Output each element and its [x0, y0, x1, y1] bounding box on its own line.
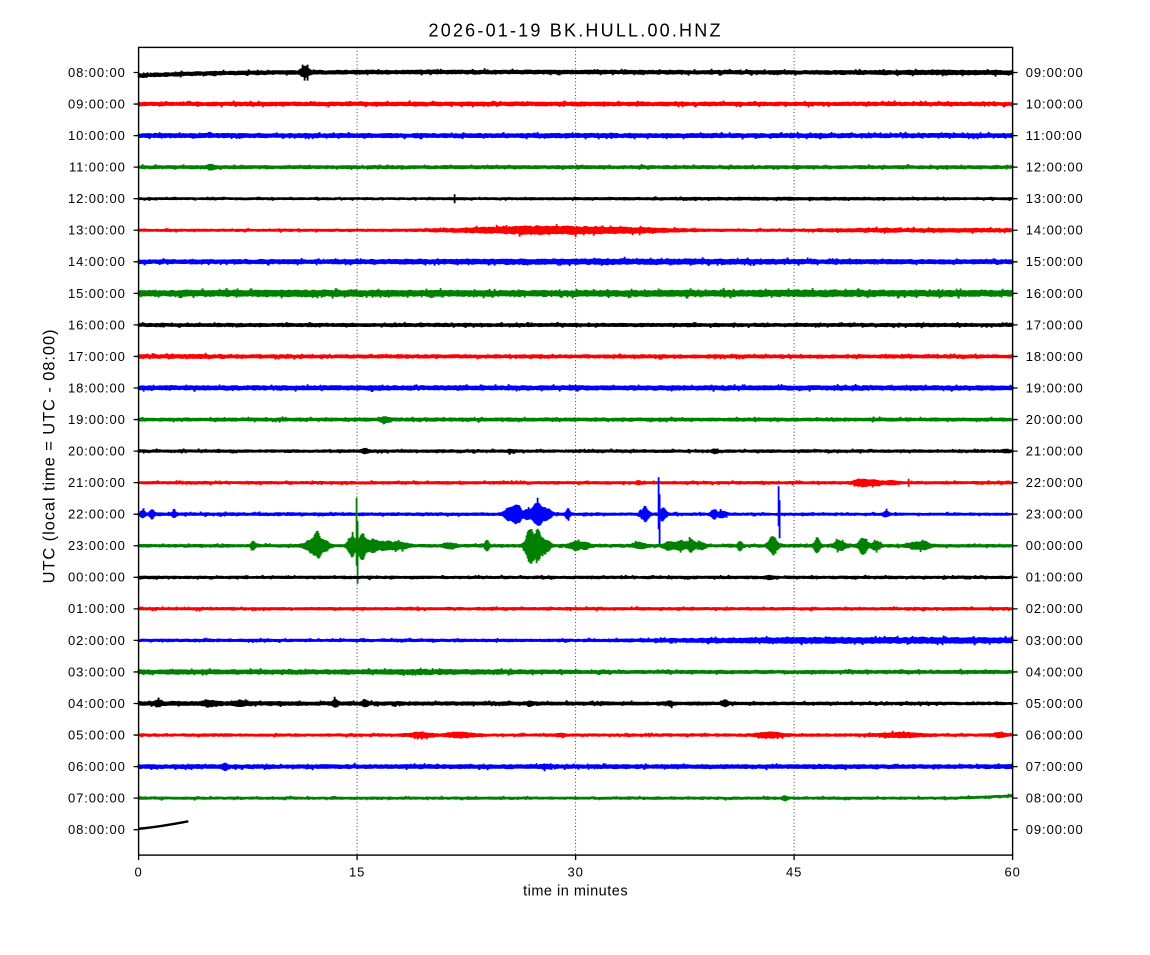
svg-text:00:00:00: 00:00:00 — [1026, 538, 1084, 553]
svg-text:13:00:00: 13:00:00 — [1026, 191, 1084, 206]
svg-text:15:00:00: 15:00:00 — [1026, 254, 1084, 269]
svg-text:UTC (local time = UTC - 08:00): UTC (local time = UTC - 08:00) — [41, 329, 59, 584]
svg-text:17:00:00: 17:00:00 — [1026, 317, 1084, 332]
svg-text:01:00:00: 01:00:00 — [1026, 570, 1084, 585]
svg-text:time in minutes: time in minutes — [523, 884, 628, 900]
svg-text:04:00:00: 04:00:00 — [1026, 664, 1084, 679]
svg-text:09:00:00: 09:00:00 — [1026, 822, 1084, 837]
svg-text:08:00:00: 08:00:00 — [68, 822, 126, 837]
svg-text:03:00:00: 03:00:00 — [68, 664, 126, 679]
svg-text:15:00:00: 15:00:00 — [68, 286, 126, 301]
svg-text:19:00:00: 19:00:00 — [1026, 380, 1084, 395]
svg-text:13:00:00: 13:00:00 — [68, 223, 126, 238]
svg-text:14:00:00: 14:00:00 — [1026, 223, 1084, 238]
svg-text:09:00:00: 09:00:00 — [68, 97, 126, 112]
svg-text:20:00:00: 20:00:00 — [68, 444, 126, 459]
svg-text:07:00:00: 07:00:00 — [1026, 759, 1084, 774]
svg-text:21:00:00: 21:00:00 — [1026, 444, 1084, 459]
svg-text:22:00:00: 22:00:00 — [1026, 475, 1084, 490]
svg-text:19:00:00: 19:00:00 — [68, 412, 126, 427]
svg-text:11:00:00: 11:00:00 — [1026, 128, 1083, 143]
svg-text:11:00:00: 11:00:00 — [69, 160, 126, 175]
svg-text:10:00:00: 10:00:00 — [68, 128, 126, 143]
svg-text:12:00:00: 12:00:00 — [1026, 160, 1084, 175]
svg-text:45: 45 — [786, 865, 802, 880]
svg-text:08:00:00: 08:00:00 — [1026, 791, 1084, 806]
svg-text:23:00:00: 23:00:00 — [68, 538, 126, 553]
svg-text:16:00:00: 16:00:00 — [68, 317, 126, 332]
svg-text:2026-01-19 BK.HULL.00.HNZ: 2026-01-19 BK.HULL.00.HNZ — [429, 21, 723, 41]
svg-text:14:00:00: 14:00:00 — [68, 254, 126, 269]
svg-text:18:00:00: 18:00:00 — [68, 380, 126, 395]
svg-text:16:00:00: 16:00:00 — [1026, 286, 1084, 301]
svg-text:15: 15 — [349, 865, 365, 880]
svg-text:09:00:00: 09:00:00 — [1026, 65, 1084, 80]
svg-text:04:00:00: 04:00:00 — [68, 696, 126, 711]
svg-text:01:00:00: 01:00:00 — [68, 601, 126, 616]
svg-text:02:00:00: 02:00:00 — [1026, 601, 1084, 616]
svg-text:17:00:00: 17:00:00 — [68, 349, 126, 364]
svg-text:22:00:00: 22:00:00 — [68, 507, 126, 522]
svg-text:05:00:00: 05:00:00 — [1026, 696, 1084, 711]
svg-text:0: 0 — [135, 865, 143, 880]
svg-text:07:00:00: 07:00:00 — [68, 791, 126, 806]
svg-text:06:00:00: 06:00:00 — [68, 759, 126, 774]
svg-text:06:00:00: 06:00:00 — [1026, 728, 1084, 743]
svg-text:23:00:00: 23:00:00 — [1026, 507, 1084, 522]
svg-text:12:00:00: 12:00:00 — [68, 191, 126, 206]
svg-text:18:00:00: 18:00:00 — [1026, 349, 1084, 364]
svg-text:00:00:00: 00:00:00 — [68, 570, 126, 585]
svg-text:30: 30 — [567, 865, 583, 880]
svg-text:03:00:00: 03:00:00 — [1026, 633, 1084, 648]
svg-text:20:00:00: 20:00:00 — [1026, 412, 1084, 427]
svg-text:60: 60 — [1004, 865, 1020, 880]
svg-text:21:00:00: 21:00:00 — [68, 475, 126, 490]
svg-text:10:00:00: 10:00:00 — [1026, 97, 1084, 112]
svg-text:02:00:00: 02:00:00 — [68, 633, 126, 648]
svg-text:05:00:00: 05:00:00 — [68, 728, 126, 743]
svg-text:08:00:00: 08:00:00 — [68, 65, 126, 80]
